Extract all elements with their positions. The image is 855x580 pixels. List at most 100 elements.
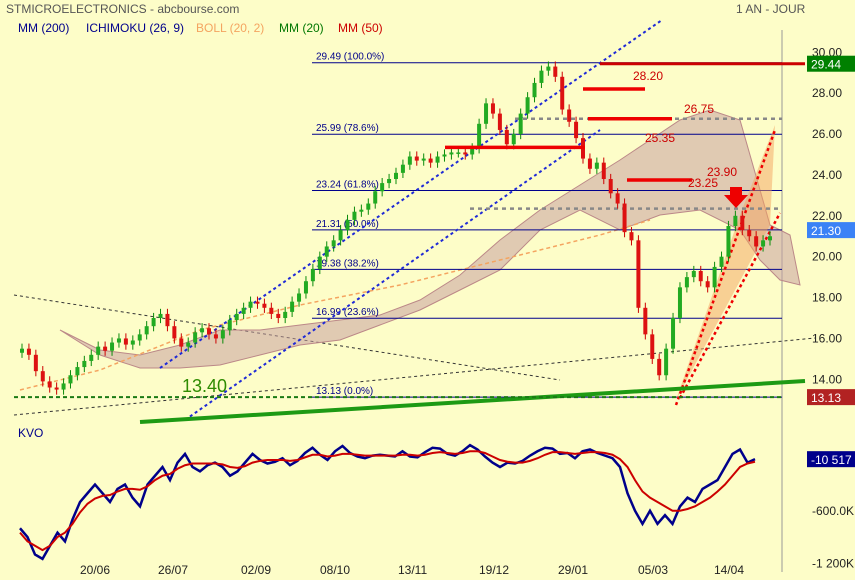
candle-body [428, 158, 433, 163]
candle-body [144, 326, 149, 335]
x-tick-label: 08/10 [320, 563, 350, 577]
candle-body [137, 334, 142, 341]
candle-body [532, 82, 537, 98]
candle-body [484, 103, 489, 124]
kvo-series-line [19, 443, 756, 561]
x-tick-label: 20/06 [80, 563, 110, 577]
ichimoku-cloud [59, 109, 801, 369]
candle-body [207, 328, 211, 335]
fibonacci-label: 23.24 (61.8%) [316, 179, 379, 190]
candle-body [594, 162, 599, 169]
candle-body [116, 338, 121, 343]
price-badge [807, 55, 855, 72]
candle-body [636, 240, 641, 308]
candle-body [497, 113, 502, 130]
candle-body [75, 367, 80, 376]
candle-body [754, 236, 759, 247]
candle-body [103, 346, 108, 351]
candle-body [54, 387, 59, 390]
down-arrow-icon [724, 187, 748, 208]
candle-body [317, 256, 322, 269]
annotation-label: 26.75 [684, 102, 714, 116]
candle-body [373, 191, 378, 204]
candle-body [345, 219, 350, 231]
candle-body [442, 154, 447, 157]
annotation-label: 23.90 [707, 165, 737, 179]
channel-lower-line [184, 129, 601, 421]
candle-body [546, 66, 551, 71]
annotation-label: 28.20 [633, 69, 663, 83]
price-tick-label: 28.00 [812, 86, 842, 100]
fibonacci-label: 13.13 (0.0%) [316, 386, 373, 397]
candle-body [283, 311, 288, 319]
candle-body [726, 226, 731, 257]
candle-body [400, 164, 405, 173]
candle-body [310, 268, 315, 282]
candle-body [657, 358, 662, 376]
candle-body [463, 152, 468, 155]
candle-body [553, 66, 558, 77]
period-label[interactable]: 1 AN - JOUR [736, 2, 806, 16]
x-tick-label: 02/09 [241, 563, 271, 577]
candle-body [567, 109, 572, 122]
candle-body [82, 360, 87, 368]
candle-body [449, 152, 454, 155]
candle-body [671, 318, 676, 349]
candle-body [587, 158, 592, 169]
candle-body [525, 97, 530, 114]
candle-body [33, 354, 38, 372]
candle-body [290, 301, 295, 312]
legend-boll: BOLL (20, 2) [196, 21, 265, 35]
candle-body [366, 203, 371, 210]
kvo-badge [807, 451, 855, 468]
kvo-badge-label: -10 517 [811, 453, 852, 467]
candle-body [518, 113, 523, 135]
bollinger-band [19, 219, 651, 391]
legend-ichimoku: ICHIMOKU (26, 9) [86, 21, 185, 35]
legend-mm50: MM (50) [338, 21, 383, 35]
x-tick-label: 13/11 [398, 563, 427, 577]
candle-body [213, 334, 218, 339]
candle-body [47, 381, 52, 388]
annotation-label: 23.25 [688, 176, 718, 190]
candle-body [608, 179, 613, 194]
fibonacci-label: 25.99 (78.6%) [316, 123, 379, 134]
chart-title: STMICROELECTRONICS - abcbourse.com [6, 2, 240, 16]
candle-body [380, 183, 385, 192]
candle-body [560, 76, 565, 110]
candle-body [338, 230, 343, 241]
candle-body [539, 70, 544, 83]
candle-body [622, 203, 627, 233]
price-tick-label: 26.00 [812, 127, 842, 141]
candle-body [456, 152, 461, 154]
candle-body [574, 121, 579, 139]
candle-body [40, 371, 45, 382]
candle-body [241, 307, 246, 314]
candle-body [684, 277, 689, 288]
candle-body [20, 348, 24, 353]
price-badge [807, 389, 855, 406]
candle-body [705, 281, 710, 288]
kvo-tick-label: -600.0K [812, 504, 854, 518]
candle-body [677, 287, 682, 319]
legend-mm200: MM (200) [18, 21, 70, 35]
candle-body [172, 326, 177, 339]
price-tick-label: 14.00 [812, 372, 842, 386]
candle-body [297, 293, 302, 302]
candle-body [470, 148, 475, 155]
candle-body [698, 270, 703, 282]
candle-body [407, 156, 412, 165]
x-tick-label: 26/07 [158, 563, 188, 577]
x-tick-label: 19/12 [479, 563, 509, 577]
rising-wedge [676, 125, 775, 400]
candle-body [255, 301, 260, 304]
candle-body [179, 338, 184, 347]
candle-body [664, 348, 669, 376]
price-tick-label: 22.00 [812, 209, 842, 223]
candle-body [193, 332, 198, 343]
x-tick-label: 05/03 [638, 563, 668, 577]
candle-body [130, 340, 135, 345]
candle-body [490, 103, 495, 114]
